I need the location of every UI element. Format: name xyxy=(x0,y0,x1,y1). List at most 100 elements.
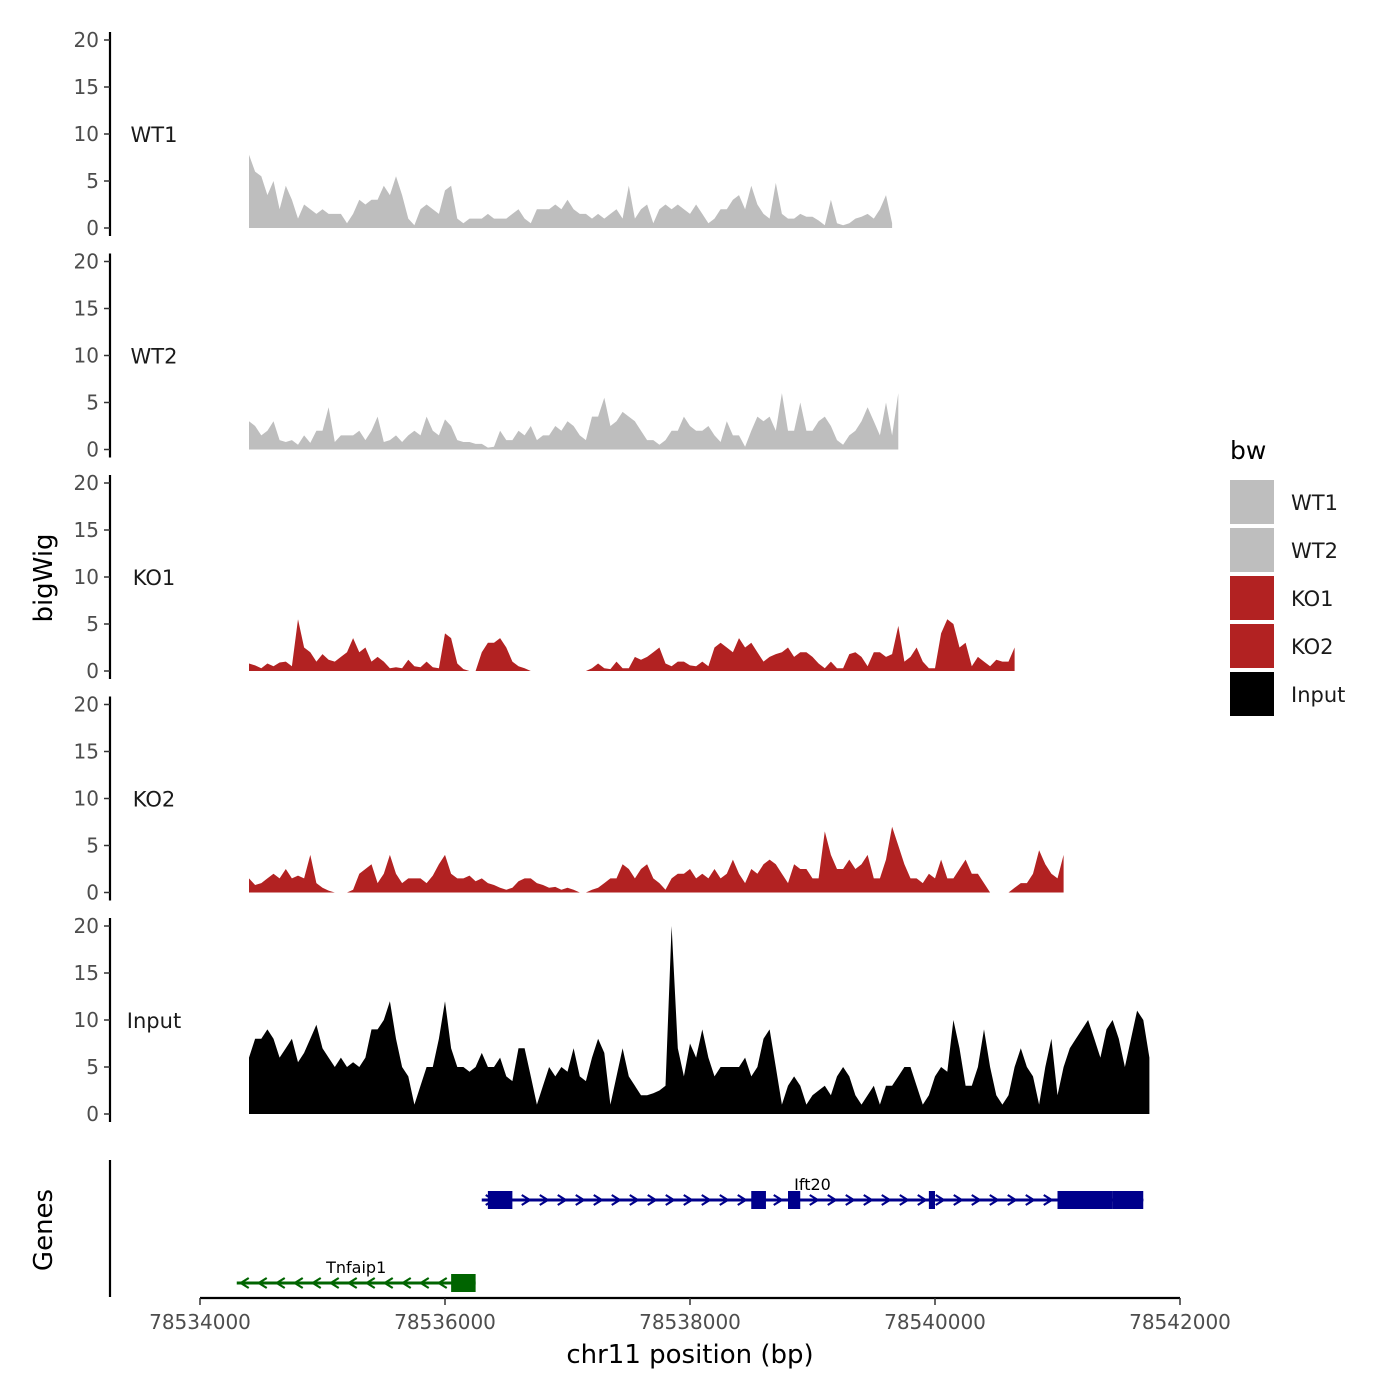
strand-arrow xyxy=(593,1194,604,1206)
y-axis-title: bigWig xyxy=(29,533,59,622)
exon xyxy=(751,1191,766,1209)
legend-label: KO2 xyxy=(1291,635,1334,659)
y-tick-label: 20 xyxy=(74,471,99,495)
y-tick-label: 20 xyxy=(74,250,99,274)
y-tick-label: 15 xyxy=(74,518,99,542)
legend: bw WT1 WT2 KO1 KO2 Input xyxy=(1230,436,1345,716)
y-tick-label: 0 xyxy=(86,659,99,683)
track-panel-input: 0 5 10 15 20 Input xyxy=(74,914,1150,1126)
legend-swatch xyxy=(1230,480,1274,524)
strand-arrow xyxy=(863,1194,874,1206)
strand-arrow xyxy=(719,1194,730,1206)
track-label: KO1 xyxy=(133,566,176,590)
y-tick-label: 0 xyxy=(86,438,99,462)
legend-entry-ko2: KO2 xyxy=(1230,624,1334,668)
exon xyxy=(451,1274,476,1292)
exon xyxy=(788,1191,801,1209)
x-axis: 78534000 78536000 78538000 78540000 78542000 xyxy=(149,1296,1231,1334)
gene-label: Tnfaip1 xyxy=(325,1258,386,1277)
legend-label: Input xyxy=(1291,683,1345,707)
strand-arrow xyxy=(665,1194,676,1206)
exon xyxy=(487,1191,513,1209)
gene-label: Ift20 xyxy=(794,1175,831,1194)
y-tick-label: 10 xyxy=(74,565,99,589)
y-tick-label: 15 xyxy=(74,75,99,99)
strand-arrow xyxy=(737,1194,748,1206)
exon xyxy=(1057,1191,1113,1209)
legend-label: WT1 xyxy=(1291,491,1338,515)
strand-arrow xyxy=(238,1277,250,1289)
strand-arrow xyxy=(809,1194,820,1206)
legend-swatch xyxy=(1230,672,1274,716)
strand-arrow xyxy=(274,1277,286,1289)
gene-ift20: Ift20 xyxy=(481,1175,1144,1209)
strand-arrow xyxy=(436,1277,448,1289)
legend-swatch xyxy=(1230,624,1274,668)
exon xyxy=(1112,1191,1144,1209)
strand-arrow xyxy=(647,1194,658,1206)
y-tick-label: 5 xyxy=(86,612,99,636)
y-tick-label: 0 xyxy=(86,881,99,905)
strand-arrow xyxy=(917,1194,928,1206)
legend-entries: WT1 WT2 KO1 KO2 Input xyxy=(1230,480,1345,716)
strand-arrow xyxy=(521,1194,532,1206)
y-tick-label: 5 xyxy=(86,169,99,193)
x-tick-label: 78536000 xyxy=(394,1310,496,1334)
x-tick-label: 78534000 xyxy=(149,1310,251,1334)
strand-arrow xyxy=(1025,1194,1036,1206)
strand-arrow xyxy=(328,1277,340,1289)
coverage-area-wt2 xyxy=(249,393,899,450)
legend-swatch xyxy=(1230,576,1274,620)
strand-arrow xyxy=(953,1194,964,1206)
strand-arrow xyxy=(364,1277,376,1289)
coverage-area-ko1 xyxy=(249,619,1015,671)
strand-arrow xyxy=(1007,1194,1018,1206)
track-label: Input xyxy=(127,1009,181,1033)
y-tick-label: 20 xyxy=(74,28,99,52)
y-tick-label: 0 xyxy=(86,216,99,240)
coverage-panels: 0 5 10 15 20 WT1 0 5 10 15 20 WT2 0 5 10 15 20 KO1 0 5 10 15 2… xyxy=(74,28,1150,1126)
strand-arrow xyxy=(346,1277,358,1289)
y-tick-label: 20 xyxy=(74,914,99,938)
track-panel-wt1: 0 5 10 15 20 WT1 xyxy=(74,28,893,240)
y-tick-label: 5 xyxy=(86,391,99,415)
legend-swatch xyxy=(1230,528,1274,572)
y-tick-label: 20 xyxy=(74,693,99,717)
legend-title: bw xyxy=(1230,436,1266,465)
strand-arrow xyxy=(539,1194,550,1206)
strand-arrow xyxy=(418,1277,430,1289)
x-axis-title: chr11 position (bp) xyxy=(566,1340,813,1370)
track-panel-wt2: 0 5 10 15 20 WT2 xyxy=(74,250,899,462)
strand-arrow xyxy=(701,1194,712,1206)
x-tick-label: 78542000 xyxy=(1129,1310,1231,1334)
legend-entry-ko1: KO1 xyxy=(1230,576,1334,620)
y-tick-label: 5 xyxy=(86,1055,99,1079)
y-tick-label: 15 xyxy=(74,961,99,985)
exon xyxy=(928,1191,935,1209)
coverage-area-ko2 xyxy=(249,826,1064,893)
gene-tnfaip1: Tnfaip1 xyxy=(236,1258,476,1292)
legend-entry-wt2: WT2 xyxy=(1230,528,1338,572)
x-tick-label: 78540000 xyxy=(884,1310,986,1334)
track-panel-ko2: 0 5 10 15 20 KO2 xyxy=(74,693,1064,905)
track-label: WT1 xyxy=(131,123,178,147)
strand-arrow xyxy=(575,1194,586,1206)
strand-arrow xyxy=(773,1194,784,1206)
x-tick-label: 78538000 xyxy=(639,1310,741,1334)
gene-panel: Ift20 Tnfaip1 xyxy=(108,1160,1144,1297)
strand-arrow xyxy=(557,1194,568,1206)
track-label: KO2 xyxy=(133,788,176,812)
track-panel-ko1: 0 5 10 15 20 KO1 xyxy=(74,471,1015,683)
strand-arrow xyxy=(971,1194,982,1206)
strand-arrow xyxy=(845,1194,856,1206)
coverage-area-wt1 xyxy=(249,154,893,228)
y-tick-label: 15 xyxy=(74,740,99,764)
strand-arrow xyxy=(683,1194,694,1206)
strand-arrow xyxy=(382,1277,394,1289)
strand-arrow xyxy=(292,1277,304,1289)
legend-entry-wt1: WT1 xyxy=(1230,480,1338,524)
legend-label: WT2 xyxy=(1291,539,1338,563)
coverage-area-input xyxy=(249,926,1150,1114)
y-tick-label: 0 xyxy=(86,1102,99,1126)
